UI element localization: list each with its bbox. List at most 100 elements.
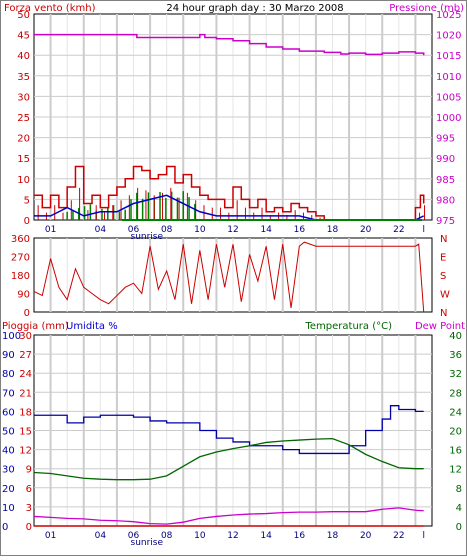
wind-y-tick-label: 45 <box>17 31 30 42</box>
temperature-y-tick-label: 32 <box>449 369 462 380</box>
wind-average-line <box>34 194 425 221</box>
temperature-y-tick-label: 24 <box>449 407 462 418</box>
pressure-line <box>34 33 425 56</box>
wind-y-tick-label: 40 <box>17 51 30 62</box>
rain-y-tick-label: 18 <box>19 407 32 418</box>
x-tick-label: 20 <box>360 531 372 541</box>
x-tick-label: 20 <box>360 225 372 235</box>
compass-tick-label: N <box>440 234 447 245</box>
pressure-y-tick-label: 1020 <box>436 31 461 42</box>
humidity-label: Umidita % <box>66 321 118 332</box>
humidity-y-tick-label: 0 <box>2 522 8 533</box>
wind-y-tick-label: 10 <box>17 175 30 186</box>
humidity-y-tick-label: 20 <box>2 484 15 495</box>
x-tick-label: 01 <box>45 531 56 541</box>
rain-y-tick-label: 3 <box>26 503 32 514</box>
direction-y-tick-label: 270 <box>11 253 30 264</box>
sunrise-label: sunrise <box>131 232 164 242</box>
temperature-y-tick-label: 0 <box>456 522 462 533</box>
rain-y-tick-label: 21 <box>19 388 32 399</box>
humidity-y-tick-label: 100 <box>2 331 21 342</box>
pressure-y-tick-label: 1015 <box>436 51 461 62</box>
wind-y-tick-label: 20 <box>17 134 30 145</box>
rain-y-tick-label: 0 <box>26 522 32 533</box>
pressure-y-tick-label: 1025 <box>436 10 461 21</box>
wind-y-tick-label: 30 <box>17 92 30 103</box>
direction-y-tick-label: 90 <box>17 290 30 301</box>
rain-y-tick-label: 27 <box>19 350 32 361</box>
pressure-y-tick-label: 1005 <box>436 92 461 103</box>
compass-tick-label: W <box>440 290 450 301</box>
rain-y-tick-label: 12 <box>19 446 32 457</box>
wind-y-tick-label: 25 <box>17 113 30 124</box>
temperature-y-tick-label: 4 <box>456 503 462 514</box>
x-tick-label: 14 <box>260 225 272 235</box>
direction-y-tick-label: 0 <box>24 308 30 319</box>
pressure-y-tick-label: 980 <box>436 195 455 206</box>
x-tick-label: 08 <box>161 225 173 235</box>
pressure-y-tick-label: 990 <box>436 154 455 165</box>
wind-y-tick-label: 35 <box>17 72 30 83</box>
x-tick-label: 04 <box>95 531 107 541</box>
humidity-line <box>34 405 424 455</box>
x-tick-label: l <box>422 531 425 541</box>
temperature-y-tick-label: 16 <box>449 446 462 457</box>
rain-y-tick-label: 24 <box>19 369 32 380</box>
x-tick-label: 12 <box>227 225 238 235</box>
rain-y-tick-label: 6 <box>26 484 32 495</box>
humidity-y-tick-label: 80 <box>2 369 15 380</box>
dewpoint-line <box>33 507 424 525</box>
x-tick-label: 14 <box>260 531 272 541</box>
humidity-y-tick-label: 30 <box>2 465 15 476</box>
temperature-line <box>33 437 424 481</box>
rain-y-tick-label: 15 <box>19 427 32 438</box>
pressure-y-tick-label: 995 <box>436 134 455 145</box>
x-tick-label: 06 <box>128 531 140 541</box>
temperature-label: Temperatura (°C) <box>304 321 392 332</box>
x-tick-label: 10 <box>194 531 206 541</box>
humidity-y-tick-label: 70 <box>2 388 15 399</box>
pressure-y-tick-label: 1010 <box>436 72 461 83</box>
pressure-axis-title: Pressione (mb) <box>389 3 464 14</box>
compass-tick-label: S <box>440 271 446 282</box>
temperature-y-tick-label: 20 <box>449 427 462 438</box>
x-tick-label: 04 <box>95 225 107 235</box>
x-tick-label: 18 <box>327 225 339 235</box>
rain-y-tick-label: 9 <box>26 465 32 476</box>
wind-gust-line <box>34 165 425 221</box>
direction-y-tick-label: 360 <box>11 234 30 245</box>
dewpoint-label: Dew Point <box>415 321 465 332</box>
humidity-y-tick-label: 50 <box>2 427 15 438</box>
rain-y-tick-label: 30 <box>19 331 32 342</box>
wind-direction-line <box>33 241 425 313</box>
temperature-y-tick-label: 36 <box>449 350 462 361</box>
rain-label: Pioggia (mm) <box>2 321 69 332</box>
wind-axis-title: Forza vento (kmh) <box>4 3 96 14</box>
graph-title: 24 hour graph day : 30 Marzo 2008 <box>166 3 343 14</box>
temperature-y-tick-label: 40 <box>449 331 462 342</box>
humidity-y-tick-label: 10 <box>2 503 15 514</box>
sunrise-label: sunrise <box>131 538 164 548</box>
x-tick-label: 18 <box>327 531 339 541</box>
temperature-y-tick-label: 8 <box>456 484 462 495</box>
x-tick-label: 22 <box>393 225 404 235</box>
temperature-y-tick-label: 28 <box>449 388 462 399</box>
x-tick-label: 06 <box>128 225 140 235</box>
pressure-y-tick-label: 985 <box>436 175 455 186</box>
compass-tick-label: E <box>440 253 446 264</box>
humidity-y-tick-label: 40 <box>2 446 15 457</box>
x-tick-label: 12 <box>227 531 238 541</box>
x-tick-label: 22 <box>393 531 404 541</box>
humidity-y-tick-label: 60 <box>2 407 15 418</box>
x-tick-label: 10 <box>194 225 206 235</box>
pressure-y-tick-label: 975 <box>436 216 455 227</box>
x-tick-label: 16 <box>294 225 306 235</box>
wind-y-tick-label: 0 <box>24 216 30 227</box>
x-tick-label: 01 <box>45 225 56 235</box>
wind-y-tick-label: 15 <box>17 154 30 165</box>
pressure-y-tick-label: 1000 <box>436 113 461 124</box>
x-tick-label: l <box>422 225 425 235</box>
x-tick-label: 08 <box>161 531 173 541</box>
